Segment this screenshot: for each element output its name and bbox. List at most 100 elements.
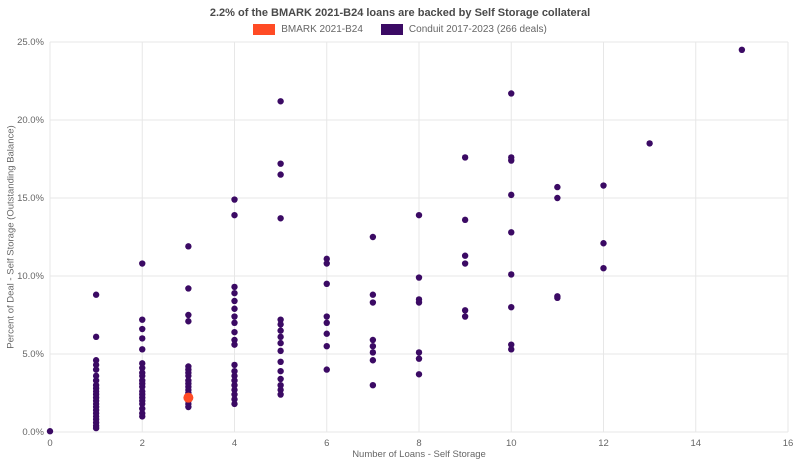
data-point-conduit-2017-2023-266-deals [231,377,238,384]
data-point-conduit-2017-2023-266-deals [185,311,192,319]
data-point-conduit-2017-2023-266-deals [369,382,377,389]
data-point-conduit-2017-2023-266-deals [139,400,146,408]
data-point-conduit-2017-2023-266-deals [185,285,192,292]
data-point-conduit-2017-2023-266-deals [461,307,469,314]
data-point-conduit-2017-2023-266-deals [508,304,515,311]
data-point-conduit-2017-2023-266-deals [277,391,284,398]
data-point-conduit-2017-2023-266-deals [231,211,238,219]
data-point-conduit-2017-2023-266-deals [369,357,377,364]
data-point-conduit-2017-2023-266-deals [461,216,469,224]
data-point-conduit-2017-2023-266-deals [231,382,238,389]
data-point-conduit-2017-2023-266-deals [461,252,469,259]
x-tick-label: 6 [324,438,329,449]
x-tick-label: 16 [783,438,794,449]
data-point-conduit-2017-2023-266-deals [415,371,423,378]
data-point-conduit-2017-2023-266-deals [277,171,284,178]
data-point-conduit-2017-2023-266-deals [508,191,515,199]
data-point-conduit-2017-2023-266-deals [231,367,238,375]
x-tick-label: 14 [690,438,701,449]
data-point-conduit-2017-2023-266-deals [92,357,100,364]
data-point-conduit-2017-2023-266-deals [277,160,284,167]
data-point-conduit-2017-2023-266-deals [323,330,330,337]
data-point-conduit-2017-2023-266-deals [277,333,284,341]
data-point-conduit-2017-2023-266-deals [369,233,377,241]
data-point-conduit-2017-2023-266-deals [185,318,192,325]
data-point-conduit-2017-2023-266-deals [554,194,561,202]
data-point-conduit-2017-2023-266-deals [92,291,100,298]
legend-swatch-bmark [253,24,276,35]
data-point-conduit-2017-2023-266-deals [139,260,146,267]
data-point-conduit-2017-2023-266-deals [139,360,146,367]
data-point-conduit-2017-2023-266-deals [277,358,284,365]
data-point-conduit-2017-2023-266-deals [231,361,238,369]
data-point-conduit-2017-2023-266-deals [139,413,146,420]
data-point-conduit-2017-2023-266-deals [231,297,238,305]
data-point-conduit-2017-2023-266-deals [231,396,238,403]
data-point-conduit-2017-2023-266-deals [139,316,146,323]
data-point-conduit-2017-2023-266-deals [231,372,238,380]
data-point-conduit-2017-2023-266-deals [323,260,330,267]
data-point-conduit-2017-2023-266-deals [231,283,238,291]
data-point-conduit-2017-2023-266-deals [277,339,284,347]
data-point-conduit-2017-2023-266-deals [369,343,377,350]
legend: BMARK 2021-B24 Conduit 2017-2023 (266 de… [0,24,800,35]
data-point-conduit-2017-2023-266-deals [508,90,515,97]
data-point-conduit-2017-2023-266-deals [369,299,377,306]
data-point-conduit-2017-2023-266-deals [738,46,746,53]
data-point-conduit-2017-2023-266-deals [139,405,146,412]
legend-label-bmark: BMARK 2021-B24 [281,24,363,35]
data-point-conduit-2017-2023-266-deals [461,260,469,267]
legend-item-conduit: Conduit 2017-2023 (266 deals) [380,24,547,35]
x-tick-label: 2 [140,438,145,449]
data-point-conduit-2017-2023-266-deals [415,349,423,356]
data-point-conduit-2017-2023-266-deals [323,366,330,373]
data-point-conduit-2017-2023-266-deals [231,196,238,203]
data-point-conduit-2017-2023-266-deals [461,154,469,161]
data-point-conduit-2017-2023-266-deals [139,346,146,353]
data-point-conduit-2017-2023-266-deals [231,305,238,312]
y-tick-label: 20.0% [17,115,44,126]
y-tick-label: 5.0% [22,349,44,360]
legend-swatch-conduit [380,24,403,35]
data-point-conduit-2017-2023-266-deals [231,336,238,344]
data-point-conduit-2017-2023-266-deals [277,386,284,394]
data-point-conduit-2017-2023-266-deals [415,355,423,362]
data-point-conduit-2017-2023-266-deals [600,240,607,247]
y-axis-title: Percent of Deal - Self Storage (Outstand… [5,125,17,349]
data-point-conduit-2017-2023-266-deals [508,346,515,353]
data-point-conduit-2017-2023-266-deals [600,182,607,189]
data-point-conduit-2017-2023-266-deals [277,367,284,375]
data-point-conduit-2017-2023-266-deals [508,229,515,236]
data-point-bmark-2021-b24 [183,392,194,403]
data-point-conduit-2017-2023-266-deals [277,327,284,334]
chart-title: 2.2% of the BMARK 2021-B24 loans are bac… [209,7,591,19]
legend-label-conduit: Conduit 2017-2023 (266 deals) [408,24,547,35]
data-point-conduit-2017-2023-266-deals [369,349,377,356]
data-point-conduit-2017-2023-266-deals [231,319,238,326]
data-point-conduit-2017-2023-266-deals [323,319,330,326]
data-point-conduit-2017-2023-266-deals [323,280,330,287]
data-point-conduit-2017-2023-266-deals [231,400,238,408]
data-point-conduit-2017-2023-266-deals [92,377,100,384]
data-point-conduit-2017-2023-266-deals [185,403,192,411]
data-point-conduit-2017-2023-266-deals [92,366,100,373]
x-tick-label: 10 [506,438,517,449]
data-point-conduit-2017-2023-266-deals [185,372,192,380]
data-point-conduit-2017-2023-266-deals [231,313,238,320]
data-point-conduit-2017-2023-266-deals [92,424,100,432]
data-point-conduit-2017-2023-266-deals [231,386,238,394]
data-point-conduit-2017-2023-266-deals [277,98,284,105]
data-point-conduit-2017-2023-266-deals [600,265,607,272]
data-point-conduit-2017-2023-266-deals [46,428,54,435]
legend-item-bmark: BMARK 2021-B24 [253,24,363,35]
data-point-conduit-2017-2023-266-deals [277,321,284,328]
data-point-conduit-2017-2023-266-deals [139,335,146,342]
data-point-conduit-2017-2023-266-deals [139,372,146,380]
data-point-conduit-2017-2023-266-deals [508,271,515,278]
data-point-conduit-2017-2023-266-deals [369,336,377,344]
data-point-conduit-2017-2023-266-deals [277,382,284,389]
data-point-conduit-2017-2023-266-deals [231,391,238,398]
y-tick-label: 15.0% [17,193,44,204]
data-point-conduit-2017-2023-266-deals [139,364,146,372]
